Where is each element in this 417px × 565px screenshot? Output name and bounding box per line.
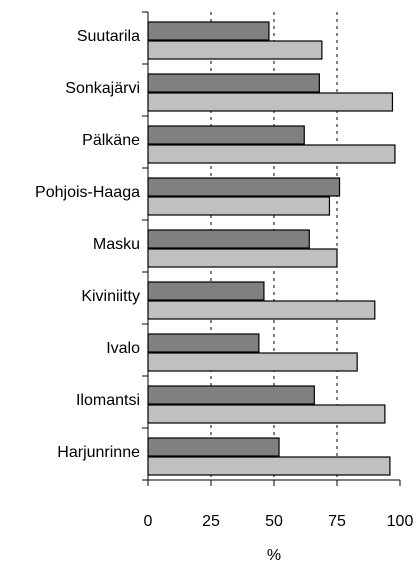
bar — [147, 92, 394, 112]
y-tick-label: Ivalo — [106, 340, 140, 357]
bar — [147, 196, 331, 216]
bar — [147, 125, 305, 145]
y-tick-label: Suutarila — [77, 28, 140, 45]
y-tick-label: Ilomantsi — [76, 392, 140, 409]
y-tick-label: Sonkajärvi — [65, 80, 140, 97]
x-axis-title: % — [267, 547, 281, 564]
y-tick-label: Masku — [93, 236, 140, 253]
bar — [147, 456, 391, 476]
bar — [147, 404, 386, 424]
x-tick-label: 0 — [144, 513, 153, 530]
y-tick-label: Pälkäne — [82, 132, 140, 149]
y-tick-label: Harjunrinne — [57, 444, 140, 461]
bar — [147, 248, 338, 268]
x-tick-label: 50 — [265, 513, 283, 530]
x-tick-label: 25 — [202, 513, 220, 530]
y-tick-label: Kiviniitty — [81, 288, 140, 305]
bar — [147, 281, 265, 301]
bar — [147, 21, 270, 41]
y-tick-label: Pohjois-Haaga — [35, 184, 140, 201]
bar — [147, 229, 310, 249]
bar — [147, 333, 260, 353]
x-tick-label: 75 — [328, 513, 346, 530]
bar — [147, 385, 315, 405]
bar — [147, 352, 358, 372]
bar — [147, 300, 376, 320]
x-tick-label: 100 — [387, 513, 414, 530]
bar — [147, 144, 396, 164]
bar — [147, 40, 323, 60]
bar — [147, 177, 341, 197]
bar — [147, 73, 320, 93]
bar — [147, 437, 280, 457]
